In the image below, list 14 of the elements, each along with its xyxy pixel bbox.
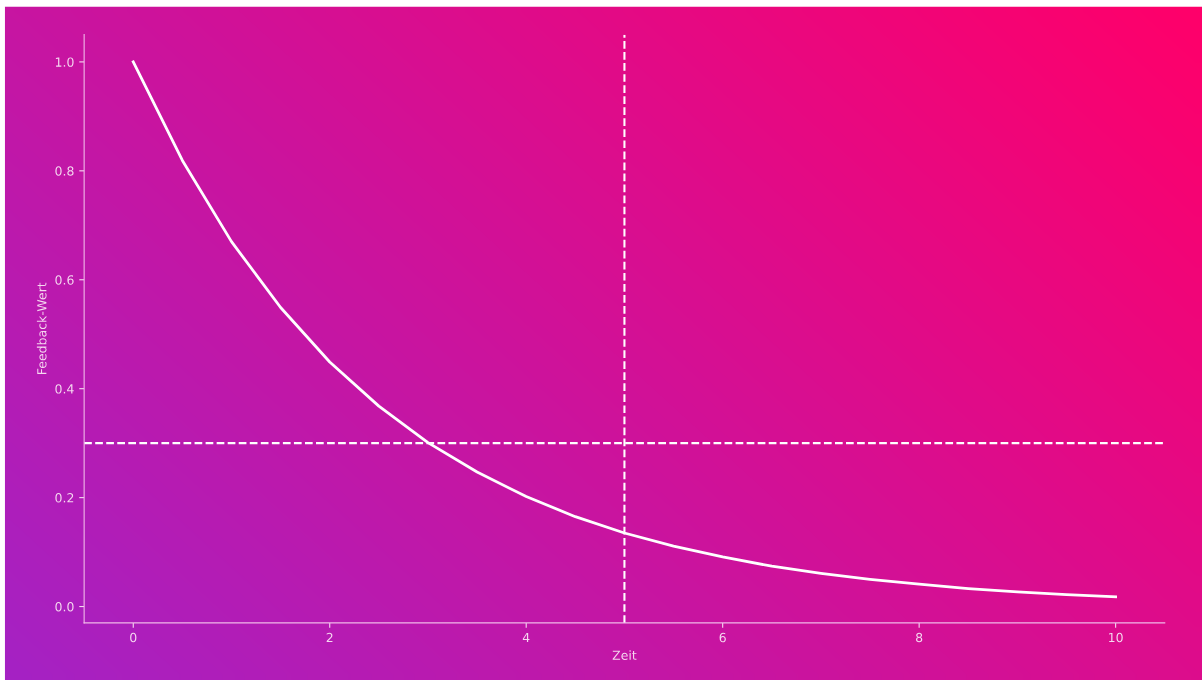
x-tick-label: 8 — [916, 632, 923, 643]
y-tick-label: 0.6 — [55, 275, 74, 285]
x-tick-label: 6 — [719, 632, 726, 643]
y-tick-label: 0.4 — [55, 384, 74, 394]
y-tick-label: 0.8 — [55, 166, 74, 176]
x-tick-label: 0 — [130, 632, 137, 643]
y-axis-title: Feedback-Wert — [36, 282, 47, 374]
y-tick-label: 0.2 — [55, 493, 74, 503]
x-axis-title: Zeit — [612, 650, 637, 660]
x-tick-label: 4 — [522, 632, 530, 643]
y-tick-label: 1.0 — [55, 57, 74, 67]
y-tick-label: 0.0 — [55, 602, 74, 612]
x-tick-label: 10 — [1109, 632, 1123, 643]
x-tick-label: 2 — [326, 632, 333, 643]
